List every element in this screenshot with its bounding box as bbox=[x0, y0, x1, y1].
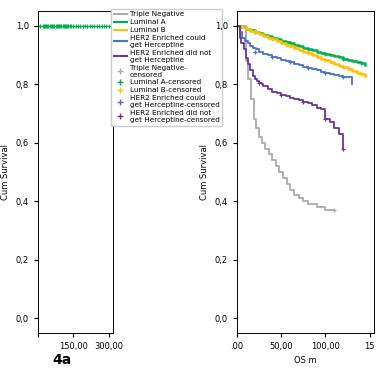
Legend: Triple Negative, Luminal A, Luminal B, HER2 Enriched could
get Herceptine, HER2 : Triple Negative, Luminal A, Luminal B, H… bbox=[111, 9, 222, 126]
Y-axis label: Cum Survival: Cum Survival bbox=[200, 144, 209, 200]
X-axis label: OS m: OS m bbox=[294, 356, 317, 365]
Y-axis label: Cum Survival: Cum Survival bbox=[1, 144, 10, 200]
Text: 4a: 4a bbox=[53, 353, 72, 367]
